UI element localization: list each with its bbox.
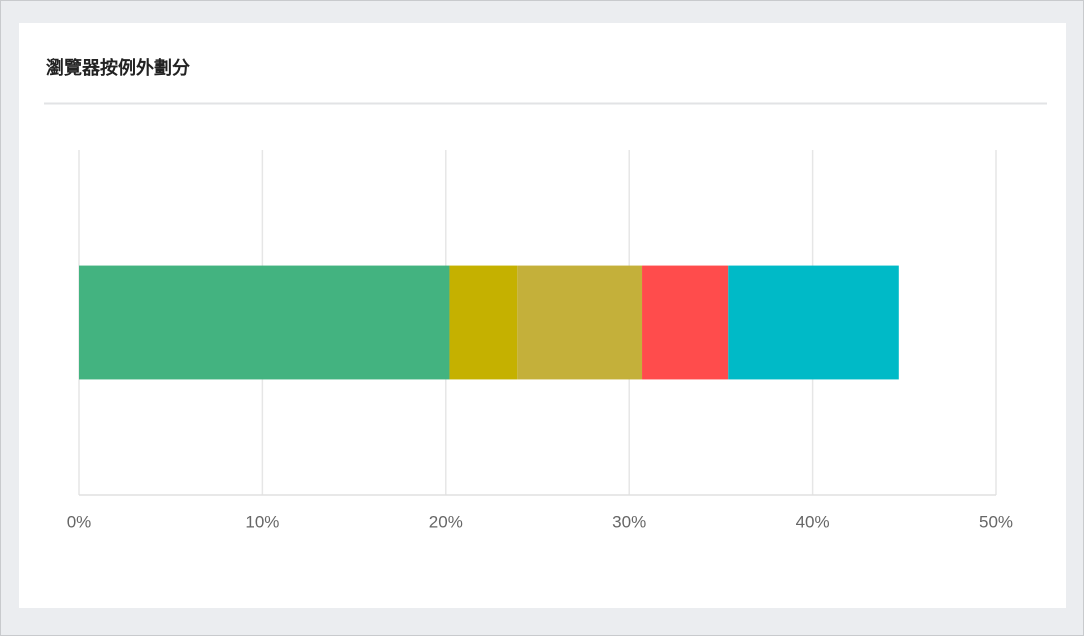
bar-segment — [642, 265, 729, 380]
bar-segment — [517, 265, 643, 380]
x-tick-label: 50% — [979, 512, 1013, 531]
x-tick-label: 0% — [67, 512, 92, 531]
bar-segment — [728, 265, 899, 380]
x-tick-label: 20% — [429, 512, 463, 531]
x-tick-label: 40% — [796, 512, 830, 531]
chart-title: 瀏覽器按例外劃分 — [46, 57, 190, 78]
x-tick-label: 10% — [245, 512, 279, 531]
bar-segment — [449, 265, 518, 380]
bar-segment — [79, 265, 450, 380]
x-tick-label: 30% — [612, 512, 646, 531]
